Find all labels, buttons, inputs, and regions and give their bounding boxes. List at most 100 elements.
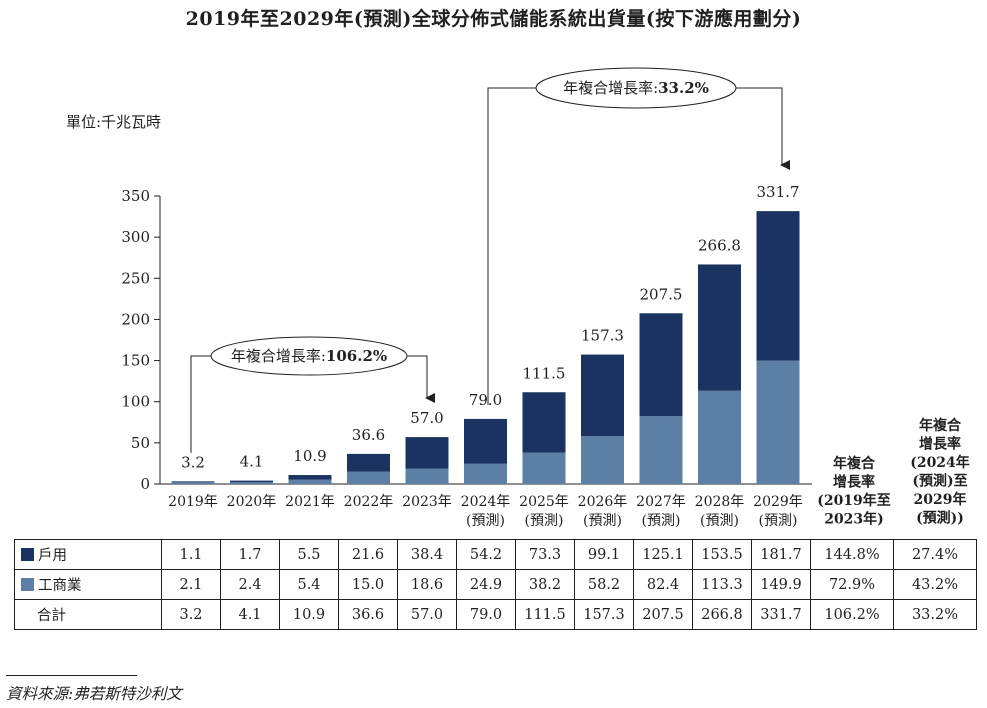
cagr-header-line: (預測)至 bbox=[912, 473, 967, 490]
bar-residential bbox=[522, 392, 566, 453]
table-cell: 1.1 bbox=[161, 539, 221, 570]
total-label: 111.5 bbox=[523, 364, 566, 382]
bar-commercial bbox=[756, 360, 800, 484]
total-label: 3.2 bbox=[181, 453, 205, 471]
bar-commercial bbox=[288, 479, 332, 484]
cagr-cell: 144.8% bbox=[810, 539, 894, 570]
x-tick-label: 2019年 bbox=[168, 494, 218, 510]
cagr-header-line: 2023年) bbox=[824, 511, 884, 528]
total-label: 157.3 bbox=[581, 327, 624, 345]
table-cell: 99.1 bbox=[574, 539, 634, 570]
table-cell: 57.0 bbox=[397, 599, 457, 630]
callout-connector bbox=[487, 87, 536, 405]
total-label: 331.7 bbox=[757, 183, 800, 201]
unit-label: 單位:千兆瓦時 bbox=[66, 113, 162, 131]
x-tick-label: 2021年 bbox=[285, 494, 335, 510]
row-label: 戶用 bbox=[38, 548, 67, 564]
legend-swatch bbox=[21, 548, 34, 561]
callout-ellipse bbox=[210, 336, 408, 376]
table-cell: 113.3 bbox=[692, 569, 752, 600]
y-tick-label: 300 bbox=[121, 228, 150, 246]
x-tick-label: 2020年 bbox=[227, 494, 277, 510]
table-cell: 36.6 bbox=[338, 599, 398, 630]
table-cell: 5.5 bbox=[279, 539, 339, 570]
bar-residential bbox=[639, 313, 683, 417]
table-cell: 111.5 bbox=[515, 599, 575, 630]
table-cell: 54.2 bbox=[456, 539, 516, 570]
table-cell: 4.1 bbox=[220, 599, 280, 630]
y-tick-label: 150 bbox=[121, 352, 150, 370]
table-cell: 5.4 bbox=[279, 569, 339, 600]
bar-commercial bbox=[639, 416, 683, 484]
cagr-header-line: (2019年至 bbox=[817, 492, 891, 509]
table-cell: 3.2 bbox=[161, 599, 221, 630]
table-cell: 149.9 bbox=[751, 569, 811, 600]
table-cell: 79.0 bbox=[456, 599, 516, 630]
x-tick-label: (預測) bbox=[700, 513, 739, 529]
source-note: 資料來源:弗若斯特沙利文 bbox=[6, 685, 182, 703]
bar-residential bbox=[171, 481, 215, 483]
bar-commercial bbox=[230, 482, 273, 484]
x-tick-label: 2028年 bbox=[695, 494, 745, 510]
cagr-cell: 72.9% bbox=[810, 569, 894, 600]
table-cell: 1.7 bbox=[220, 539, 280, 570]
table-row: 工商業 2.1 2.4 5.4 15.0 18.6 24.9 38.2 58.2 82.4 113.… bbox=[14, 569, 977, 600]
table-cell: 331.7 bbox=[751, 599, 811, 630]
x-tick-label: 2026年 bbox=[578, 494, 628, 510]
x-tick-label: (預測) bbox=[525, 513, 564, 529]
callout-text: 年複合增長率:33.2% bbox=[563, 79, 709, 97]
y-tick-label: 0 bbox=[140, 475, 150, 493]
x-tick-label: 2024年 bbox=[461, 494, 511, 510]
table-cell: 125.1 bbox=[633, 539, 693, 570]
x-tick-label: (預測) bbox=[466, 513, 505, 529]
table-cell: 58.2 bbox=[574, 569, 634, 600]
cagr-header-line: (預測)) bbox=[916, 510, 964, 527]
table-cell: 207.5 bbox=[633, 599, 693, 630]
y-tick-label: 100 bbox=[121, 393, 150, 411]
data-table: 戶用 1.1 1.7 5.5 21.6 38.4 54.2 73.3 99.1 125.1 153.… bbox=[14, 539, 977, 630]
table-cell: 15.0 bbox=[338, 569, 398, 600]
total-label: 266.8 bbox=[698, 236, 741, 254]
total-label: 79.0 bbox=[469, 391, 502, 409]
x-tick-label: (預測) bbox=[759, 513, 798, 529]
table-cell: 2.4 bbox=[220, 569, 280, 600]
table-cell: 10.9 bbox=[279, 599, 339, 630]
bar-residential bbox=[230, 480, 273, 483]
row-label-cell: 戶用 bbox=[14, 539, 162, 570]
table-cell: 2.1 bbox=[161, 569, 221, 600]
x-tick-label: 2029年 bbox=[753, 494, 803, 510]
bar-residential bbox=[698, 264, 741, 391]
x-tick-label: 2025年 bbox=[519, 494, 569, 510]
table-cell: 266.8 bbox=[692, 599, 752, 630]
total-label: 207.5 bbox=[640, 285, 683, 303]
callout-ellipse bbox=[535, 67, 737, 109]
cagr-callout-2019-2023: 年複合增長率:106.2% bbox=[190, 336, 435, 453]
bar-commercial bbox=[347, 471, 390, 484]
cagr-header-line: 增長率 bbox=[833, 474, 875, 491]
cagr-header-line: 2029年 bbox=[914, 491, 967, 508]
callout-arrow bbox=[736, 87, 790, 170]
cagr-header-line: (2024年 bbox=[910, 454, 970, 471]
bar-commercial bbox=[698, 390, 741, 484]
bar-residential bbox=[405, 437, 449, 469]
table-cell: 24.9 bbox=[456, 569, 516, 600]
cagr-cell: 43.2% bbox=[893, 569, 977, 600]
bar-commercial bbox=[405, 468, 449, 484]
cagr-cell: 33.2% bbox=[893, 599, 977, 630]
x-tick-label: (預測) bbox=[642, 513, 681, 529]
chart-title: 2019年至2029年(預測)全球分佈式儲能系統出貨量(按下游應用劃分) bbox=[185, 8, 802, 30]
bar-commercial bbox=[581, 436, 624, 484]
bar-residential bbox=[464, 418, 507, 464]
row-label: 合計 bbox=[37, 608, 66, 624]
total-label: 4.1 bbox=[240, 453, 264, 471]
x-tick-label: 2022年 bbox=[344, 494, 394, 510]
bar-residential bbox=[756, 211, 800, 361]
y-tick-label: 200 bbox=[121, 310, 150, 328]
callout-value: 33.2% bbox=[658, 79, 709, 97]
table-cell: 153.5 bbox=[692, 539, 752, 570]
y-tick-label: 350 bbox=[121, 187, 150, 205]
callout-label: 年複合增長率: bbox=[231, 347, 326, 365]
bar-commercial bbox=[464, 463, 507, 484]
bar-commercial bbox=[171, 482, 215, 484]
row-label: 工商業 bbox=[38, 578, 82, 594]
